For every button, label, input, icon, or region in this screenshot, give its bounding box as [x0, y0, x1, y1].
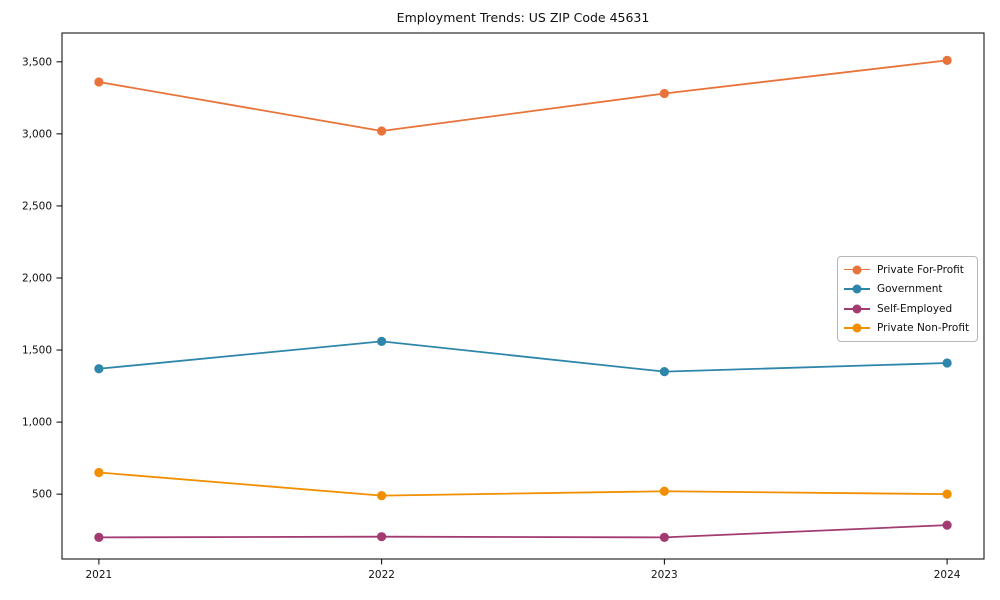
- x-tick-label: 2024: [934, 569, 961, 581]
- data-point-marker: [659, 367, 669, 377]
- legend-dot-icon: [852, 284, 862, 294]
- data-point-marker: [659, 486, 669, 496]
- data-point-marker: [377, 126, 387, 136]
- data-point-marker: [377, 532, 387, 542]
- y-tick-label: 2,500: [22, 200, 52, 212]
- x-tick-label: 2021: [86, 569, 113, 581]
- data-point-marker: [659, 88, 669, 99]
- series-line-government: [98, 340, 948, 373]
- series-line-self-employed: [98, 524, 948, 539]
- legend-label: Self-Employed: [877, 302, 953, 315]
- legend-dot-icon: [852, 265, 862, 275]
- legend-dot-icon: [852, 323, 862, 333]
- y-tick-label: 3,500: [22, 56, 52, 68]
- legend-item: Private For-Profit: [844, 261, 971, 279]
- data-point-marker: [377, 490, 387, 501]
- y-tick-label: 1,000: [22, 417, 52, 429]
- x-tick-label: 2023: [651, 569, 678, 581]
- y-tick-label: 1,500: [22, 345, 52, 357]
- data-point-marker: [942, 55, 952, 65]
- data-point-marker: [94, 532, 104, 542]
- plot-frame: [61, 32, 985, 560]
- data-point-marker: [94, 467, 104, 478]
- chart-title: Employment Trends: US ZIP Code 45631: [396, 10, 650, 25]
- data-point-marker: [94, 77, 104, 87]
- data-point-marker: [942, 489, 952, 499]
- legend-marker-icon: [844, 323, 870, 333]
- data-point-marker: [94, 364, 104, 374]
- legend-box: Private For-Profit Government Self-Employe…: [837, 256, 978, 342]
- y-tick-label: 2,000: [22, 272, 52, 284]
- x-tick-label: 2022: [368, 569, 395, 581]
- legend-label: Private For-Profit: [877, 263, 964, 276]
- legend-label: Private Non-Profit: [877, 322, 970, 335]
- y-tick-label: 3,000: [22, 128, 52, 140]
- legend-marker-icon: [844, 304, 870, 314]
- data-point-marker: [942, 520, 952, 530]
- legend-marker-icon: [844, 265, 870, 275]
- legend-marker-icon: [844, 284, 870, 294]
- y-tick-label: 500: [32, 489, 52, 501]
- data-point-marker: [942, 358, 952, 368]
- data-point-marker: [659, 532, 669, 542]
- series-line-private-non-profit: [98, 471, 948, 497]
- legend-dot-icon: [852, 304, 862, 314]
- series-line-private-for-profit: [98, 59, 948, 132]
- data-point-marker: [377, 336, 387, 346]
- legend-item: Self-Employed: [844, 300, 971, 318]
- legend-item: Government: [844, 280, 971, 298]
- legend-item: Private Non-Profit: [844, 319, 971, 337]
- legend-label: Government: [877, 283, 943, 296]
